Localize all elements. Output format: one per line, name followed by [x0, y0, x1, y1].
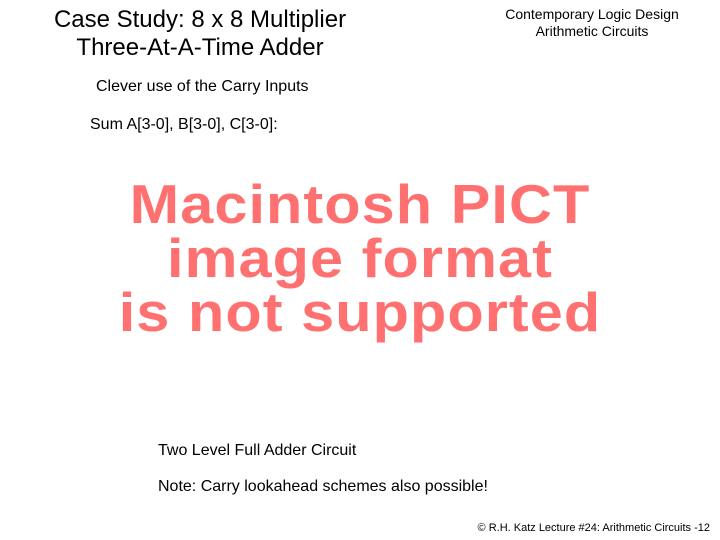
bottom-line-1: Two Level Full Adder Circuit	[158, 442, 356, 460]
header-right-line-1: Contemporary Logic Design	[482, 6, 702, 23]
unsupported-image-message: Macintosh PICT image format is not suppo…	[0, 178, 720, 340]
title-line-2: Three-At-A-Time Adder	[30, 34, 370, 62]
center-msg-line-3: is not supported	[0, 286, 720, 340]
title-line-1: Case Study: 8 x 8 Multiplier	[30, 6, 370, 34]
center-msg-line-1: Macintosh PICT	[0, 178, 720, 232]
subtitle-line-2: Sum A[3-0], B[3-0], C[3-0]:	[90, 116, 278, 134]
header-right-line-2: Arithmetic Circuits	[482, 23, 702, 40]
title-block: Case Study: 8 x 8 Multiplier Three-At-A-…	[30, 6, 370, 61]
subtitle-line-1: Clever use of the Carry Inputs	[96, 78, 309, 96]
slide-footer: © R.H. Katz Lecture #24: Arithmetic Circ…	[478, 522, 710, 534]
header-right-block: Contemporary Logic Design Arithmetic Cir…	[482, 6, 702, 40]
center-msg-line-2: image format	[0, 232, 720, 286]
bottom-line-2: Note: Carry lookahead schemes also possi…	[158, 478, 488, 496]
